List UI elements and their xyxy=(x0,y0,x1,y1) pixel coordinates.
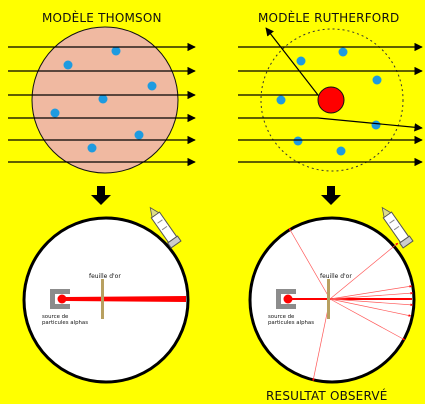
telescope-icon xyxy=(381,206,414,249)
rutherford-model xyxy=(238,27,423,172)
scattered-ray xyxy=(329,298,414,307)
rutherford-atom-boundary xyxy=(260,28,404,172)
gold-foil-label: feuille d'or xyxy=(89,273,121,280)
scattered-ray xyxy=(288,227,331,300)
electron xyxy=(336,146,346,156)
down-arrow-icon xyxy=(91,186,111,205)
scattered-ray xyxy=(329,298,412,317)
rutherford-alpha-rays xyxy=(238,27,423,167)
source-label-line1: source de xyxy=(42,314,69,320)
gold-foil-label: feuille d'or xyxy=(320,273,352,280)
alpha-source xyxy=(57,294,67,304)
source-label-line2: particules alphas xyxy=(42,320,88,326)
rutherford-experiment: feuille d'or source de particules alphas xyxy=(248,216,416,384)
rutherford-title: MODÈLE RUTHERFORD xyxy=(258,10,399,25)
result-observed-label: RESULTAT OBSERVÉ xyxy=(266,388,388,403)
electron xyxy=(87,143,97,153)
deflected-alpha-ray xyxy=(238,117,423,132)
electron xyxy=(147,81,157,91)
rutherford-electrons xyxy=(276,47,382,156)
gold-foil xyxy=(101,279,104,319)
electron xyxy=(98,94,108,104)
gold-foil xyxy=(327,279,330,319)
electron xyxy=(134,130,144,140)
alpha-beam xyxy=(66,296,186,302)
deflected-alpha-ray xyxy=(238,27,320,96)
scattered-ray xyxy=(329,291,414,300)
electron xyxy=(371,120,381,130)
thomson-title: MODÈLE THOMSON xyxy=(42,10,162,25)
source-label-line2: particules alphas xyxy=(268,320,314,326)
electron xyxy=(372,75,382,85)
down-arrow-icon xyxy=(321,186,341,205)
electron xyxy=(296,56,306,66)
scattered-ray xyxy=(329,298,406,341)
electron xyxy=(63,60,73,70)
thomson-electrons xyxy=(50,46,157,153)
nucleus xyxy=(317,86,345,114)
scattered-rays xyxy=(288,227,414,382)
electron xyxy=(276,95,286,105)
thomson-model xyxy=(8,26,196,174)
thomson-experiment: feuille d'or source de particules alphas xyxy=(22,216,190,384)
electron xyxy=(111,46,121,56)
scattered-ray xyxy=(329,285,413,300)
electron xyxy=(50,108,60,118)
thomson-alpha-rays xyxy=(8,42,196,167)
telescope-icon xyxy=(149,206,182,249)
scattered-ray xyxy=(329,242,399,300)
alpha-source xyxy=(283,294,293,304)
electron xyxy=(338,47,348,57)
electron xyxy=(293,136,303,146)
source-label-line1: source de xyxy=(268,314,295,320)
